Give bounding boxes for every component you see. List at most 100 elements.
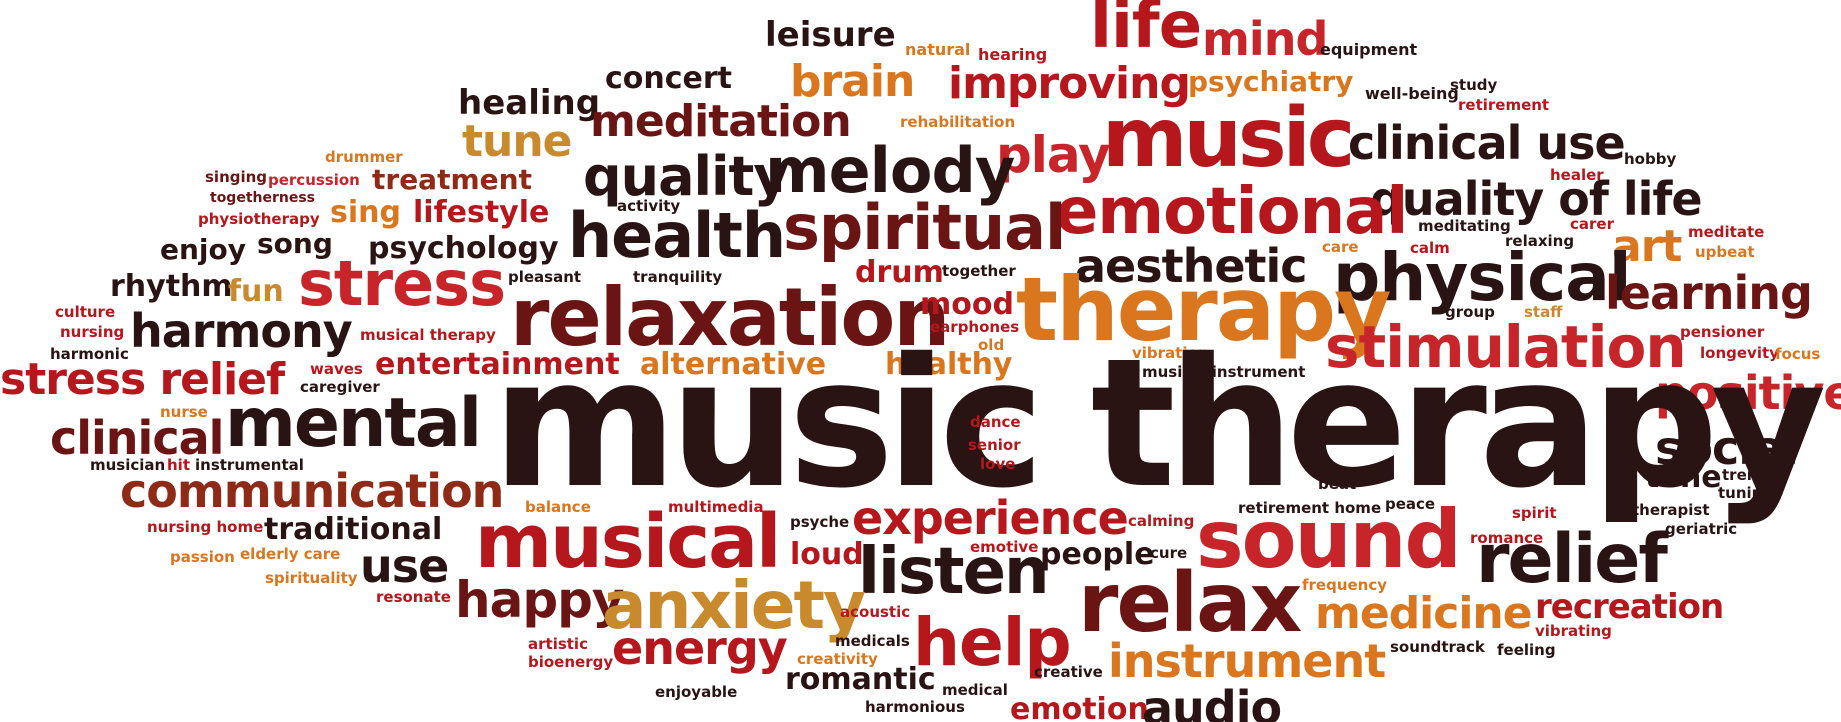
word-improving: improving	[948, 58, 1191, 109]
word-artistic: artistic	[528, 635, 588, 653]
word-musical-therapy: musical therapy	[360, 326, 496, 344]
word-dance: dance	[970, 413, 1021, 431]
word-trendy: trendy	[1722, 466, 1778, 484]
word-therapy: therapy	[1016, 258, 1392, 361]
word-use: use	[360, 539, 449, 593]
word-nursing-home: nursing home	[147, 518, 264, 536]
word-harmonic: harmonic	[50, 345, 129, 363]
word-earphones: earphones	[930, 318, 1020, 336]
word-romance: romance	[1470, 529, 1544, 547]
word-psyche: psyche	[790, 513, 850, 531]
word-love: love	[980, 455, 1016, 473]
word-quality-of-life: quality of life	[1370, 172, 1703, 226]
word-fun: fun	[228, 274, 284, 309]
word-resonate: resonate	[376, 588, 451, 606]
word-listen: listen	[858, 535, 1050, 609]
word-health: health	[568, 199, 786, 272]
word-tone: tone	[1645, 460, 1722, 495]
word-quality: quality	[583, 145, 789, 208]
word-mind: mind	[1202, 12, 1328, 66]
word-brain: brain	[790, 56, 915, 107]
word-people: people	[1040, 537, 1155, 572]
word-spirituality: spirituality	[265, 569, 358, 587]
word-romantic: romantic	[785, 662, 936, 697]
word-audio: audio	[1142, 681, 1282, 722]
word-hobby: hobby	[1624, 150, 1677, 168]
word-meditating: meditating	[1418, 217, 1511, 235]
word-social: social	[1655, 421, 1799, 475]
word-alternative: alternative	[640, 347, 827, 382]
word-aesthetic: aesthetic	[1075, 239, 1308, 293]
word-focus: focus	[1775, 345, 1821, 363]
word-positive: positive	[1655, 366, 1841, 420]
word-healthy: healthy	[885, 347, 1013, 382]
word-melody: melody	[765, 134, 1015, 207]
word-radio: radio	[970, 391, 1014, 409]
word-instrument: instrument	[1108, 634, 1386, 688]
word-drummer: drummer	[325, 148, 403, 166]
word-natural: natural	[905, 40, 971, 59]
word-soundtrack: soundtrack	[1390, 638, 1485, 656]
word-happy: happy	[455, 571, 625, 629]
word-physiotherapy: physiotherapy	[198, 210, 320, 228]
word-tune: tune	[462, 116, 573, 167]
word-emotion: emotion	[1010, 692, 1149, 722]
word-clinical-use: clinical use	[1348, 116, 1626, 170]
word-experience: experience	[852, 491, 1129, 545]
word-song: song	[257, 227, 333, 260]
word-medicals: medicals	[835, 632, 910, 650]
word-sound: sound	[1196, 493, 1462, 586]
word-nurse: nurse	[160, 403, 208, 421]
word-sing: sing	[330, 195, 401, 230]
word-pensioner: pensioner	[1680, 323, 1765, 341]
word-healing: healing	[458, 83, 601, 123]
word-senior: senior	[968, 436, 1021, 454]
word-frequency: frequency	[1302, 576, 1388, 594]
word-elderly-care: elderly care	[240, 545, 341, 563]
word-stress-relief: stress relief	[0, 354, 285, 405]
word-emotional: emotional	[1055, 175, 1408, 249]
word-creative: creative	[1034, 663, 1103, 681]
word-bioenergy: bioenergy	[528, 653, 614, 671]
word-peace: peace	[1385, 495, 1436, 513]
word-creativity: creativity	[797, 650, 878, 668]
word-percussion: percussion	[268, 171, 360, 189]
word-harmony: harmony	[130, 304, 353, 358]
word-enjoyable: enjoyable	[655, 683, 738, 701]
word-study: study	[1450, 76, 1498, 94]
word-enjoy: enjoy	[160, 233, 247, 266]
word-communication: communication	[120, 464, 504, 518]
word-therapist: therapist	[1632, 501, 1710, 519]
word-spirit: spirit	[1512, 504, 1557, 522]
word-clinical: clinical	[50, 411, 224, 465]
word-entertainment: entertainment	[375, 347, 620, 382]
word-rhythm: rhythm	[110, 269, 233, 304]
word-music: music	[1102, 91, 1355, 186]
word-balance: balance	[525, 498, 591, 516]
word-cure: cure	[1150, 544, 1188, 562]
word-anxiety: anxiety	[602, 567, 866, 644]
word-passion: passion	[170, 548, 235, 566]
word-relief: relief	[1476, 520, 1668, 599]
word-psychiatry: psychiatry	[1188, 65, 1354, 98]
word-lifestyle: lifestyle	[413, 195, 550, 230]
word-tranquility: tranquility	[633, 268, 723, 286]
word-pleasant: pleasant	[508, 268, 582, 286]
word-stress: stress	[298, 247, 506, 320]
word-care: care	[1322, 238, 1359, 256]
word-caregiver: caregiver	[300, 378, 380, 396]
word-well-being: well-being	[1365, 84, 1459, 103]
word-music-therapy: music therapy	[492, 320, 1827, 527]
word-energy: energy	[612, 621, 788, 675]
word-hit: hit	[167, 456, 190, 474]
word-singing: singing	[205, 168, 268, 186]
word-upbeat: upbeat	[1695, 243, 1755, 261]
word-geriatric: geriatric	[1665, 520, 1738, 538]
word-play: play	[996, 126, 1111, 184]
word-musician: musician	[90, 456, 166, 474]
word-togetherness: togetherness	[210, 190, 316, 206]
word-leisure: leisure	[765, 15, 896, 55]
word-culture: culture	[55, 303, 116, 321]
word-vibration: vibration	[1132, 344, 1209, 362]
